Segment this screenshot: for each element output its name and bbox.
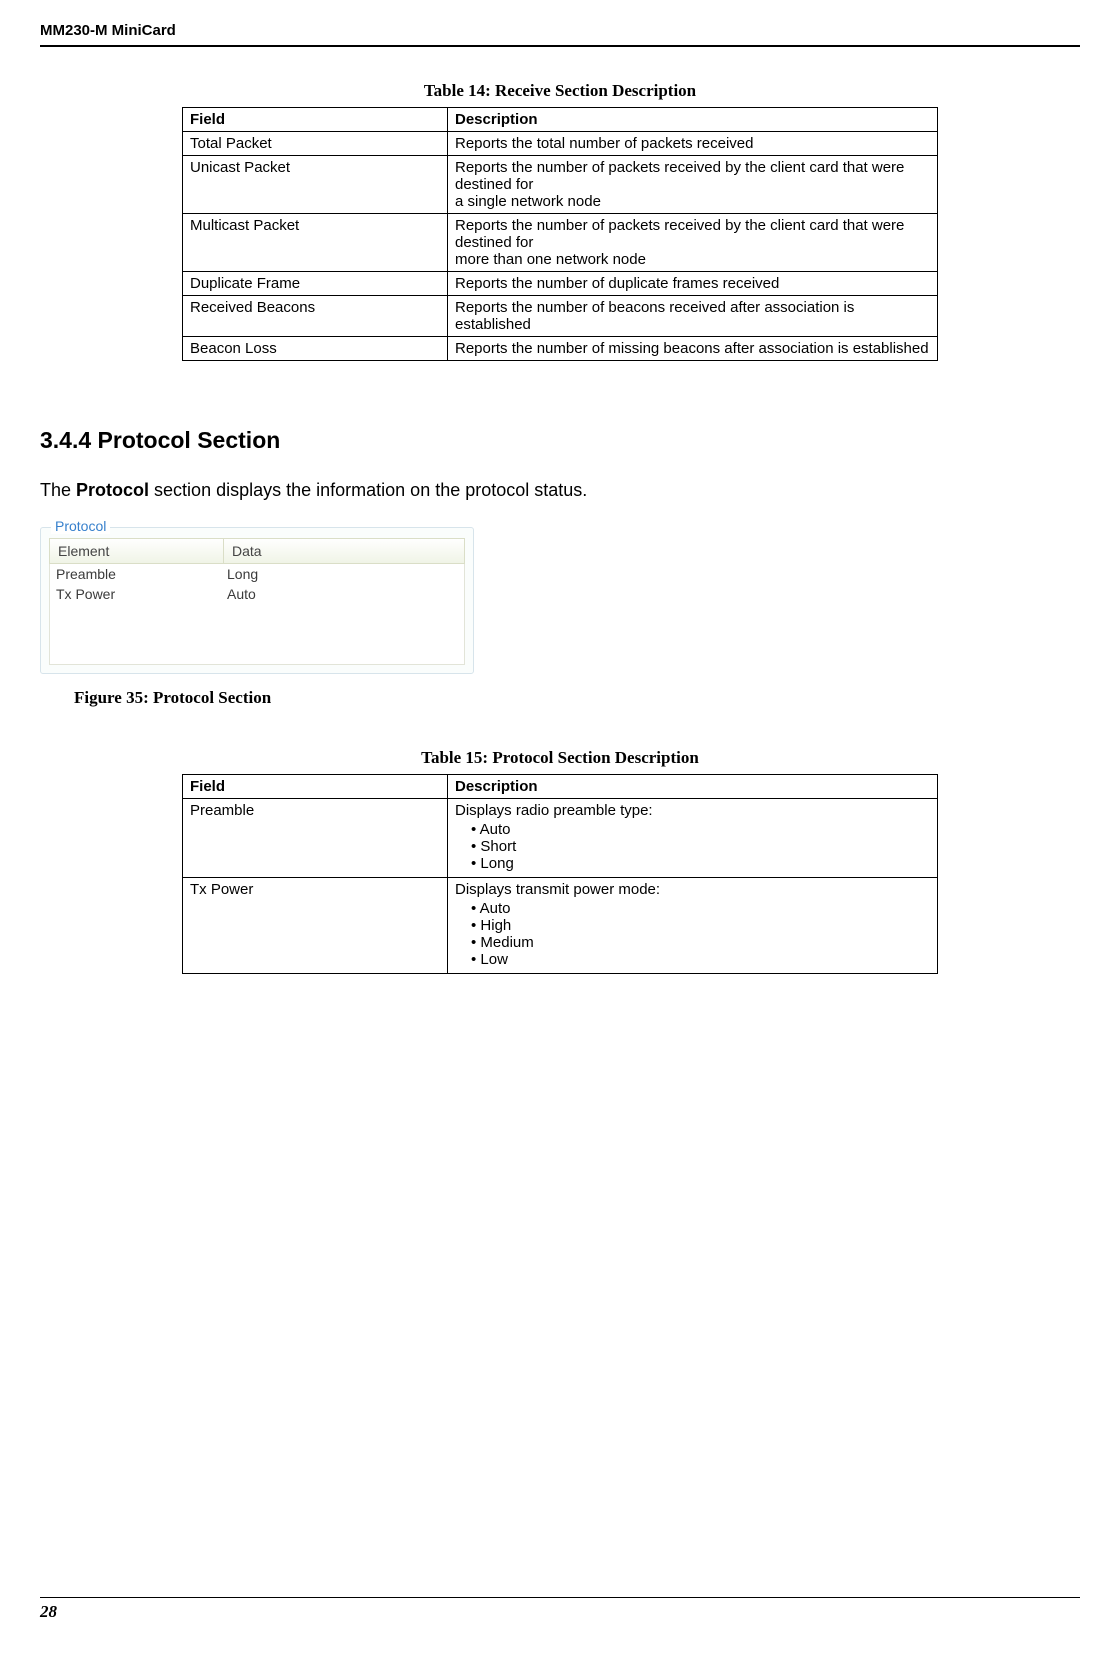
protocol-row-0-data: Long	[221, 564, 464, 584]
protocol-row-blank-2	[50, 624, 464, 644]
table15-r0-item-0: Auto	[471, 821, 930, 838]
protocol-list-header: Element Data	[49, 538, 465, 564]
protocol-header-data: Data	[224, 539, 464, 563]
protocol-row-1-data: Auto	[221, 584, 464, 604]
protocol-legend: Protocol	[51, 518, 110, 534]
protocol-header-element: Element	[50, 539, 224, 563]
table14-r1-field: Unicast Packet	[183, 156, 448, 214]
table15: Field Description Preamble Displays radi…	[182, 774, 938, 974]
page-footer: 28	[40, 1597, 1080, 1622]
section-body: The Protocol section displays the inform…	[40, 480, 1080, 501]
table15-r0-item-1: Short	[471, 838, 930, 855]
table15-col-desc: Description	[448, 775, 938, 799]
table14-r0-field: Total Packet	[183, 132, 448, 156]
table15-r0-intro: Displays radio preamble type:	[455, 802, 653, 819]
table14-caption: Table 14: Receive Section Description	[40, 81, 1080, 101]
table15-r0-field: Preamble	[183, 799, 448, 878]
table15-caption: Table 15: Protocol Section Description	[40, 748, 1080, 768]
table14-r4-field: Received Beacons	[183, 296, 448, 337]
table14-r5-desc: Reports the number of missing beacons af…	[448, 337, 938, 361]
table15-r1-intro: Displays transmit power mode:	[455, 881, 660, 898]
section-heading: 3.4.4 Protocol Section	[40, 427, 1080, 454]
table15-r1-item-3: Low	[471, 951, 930, 968]
table14: Field Description Total Packet Reports t…	[182, 107, 938, 361]
table15-r1-item-0: Auto	[471, 900, 930, 917]
table15-wrap: Field Description Preamble Displays radi…	[40, 774, 1080, 974]
protocol-list-body: Preamble Long Tx Power Auto	[49, 564, 465, 665]
protocol-row-blank-1	[50, 604, 464, 624]
table14-r2-field: Multicast Packet	[183, 214, 448, 272]
table14-col-desc: Description	[448, 108, 938, 132]
figure-caption: Figure 35: Protocol Section	[74, 688, 1080, 708]
protocol-row-1-element: Tx Power	[50, 584, 221, 604]
table15-r1-item-1: High	[471, 917, 930, 934]
table15-r1-list: Auto High Medium Low	[455, 900, 930, 968]
page-number: 28	[40, 1598, 1080, 1622]
table15-r0-desc: Displays radio preamble type: Auto Short…	[448, 799, 938, 878]
table15-r1-field: Tx Power	[183, 878, 448, 974]
table15-r1-item-2: Medium	[471, 934, 930, 951]
page: MM230-M MiniCard Table 14: Receive Secti…	[0, 0, 1120, 1642]
table14-r4-desc: Reports the number of beacons received a…	[448, 296, 938, 337]
table14-r3-field: Duplicate Frame	[183, 272, 448, 296]
table14-r3-desc: Reports the number of duplicate frames r…	[448, 272, 938, 296]
section-body-strong: Protocol	[76, 480, 149, 500]
table14-r5-field: Beacon Loss	[183, 337, 448, 361]
protocol-row-1: Tx Power Auto	[50, 584, 464, 604]
table15-r1-desc: Displays transmit power mode: Auto High …	[448, 878, 938, 974]
table15-col-field: Field	[183, 775, 448, 799]
table15-r0-item-2: Long	[471, 855, 930, 872]
table14-col-field: Field	[183, 108, 448, 132]
table14-r1-desc: Reports the number of packets received b…	[448, 156, 938, 214]
table14-r0-desc: Reports the total number of packets rece…	[448, 132, 938, 156]
protocol-row-0-element: Preamble	[50, 564, 221, 584]
table14-wrap: Field Description Total Packet Reports t…	[40, 107, 1080, 361]
table14-r2-desc: Reports the number of packets received b…	[448, 214, 938, 272]
table15-r0-list: Auto Short Long	[455, 821, 930, 872]
protocol-row-0: Preamble Long	[50, 564, 464, 584]
protocol-panel: Protocol Element Data Preamble Long Tx P…	[40, 527, 474, 674]
doc-header: MM230-M MiniCard	[40, 22, 1080, 47]
protocol-row-blank-3	[50, 644, 464, 664]
